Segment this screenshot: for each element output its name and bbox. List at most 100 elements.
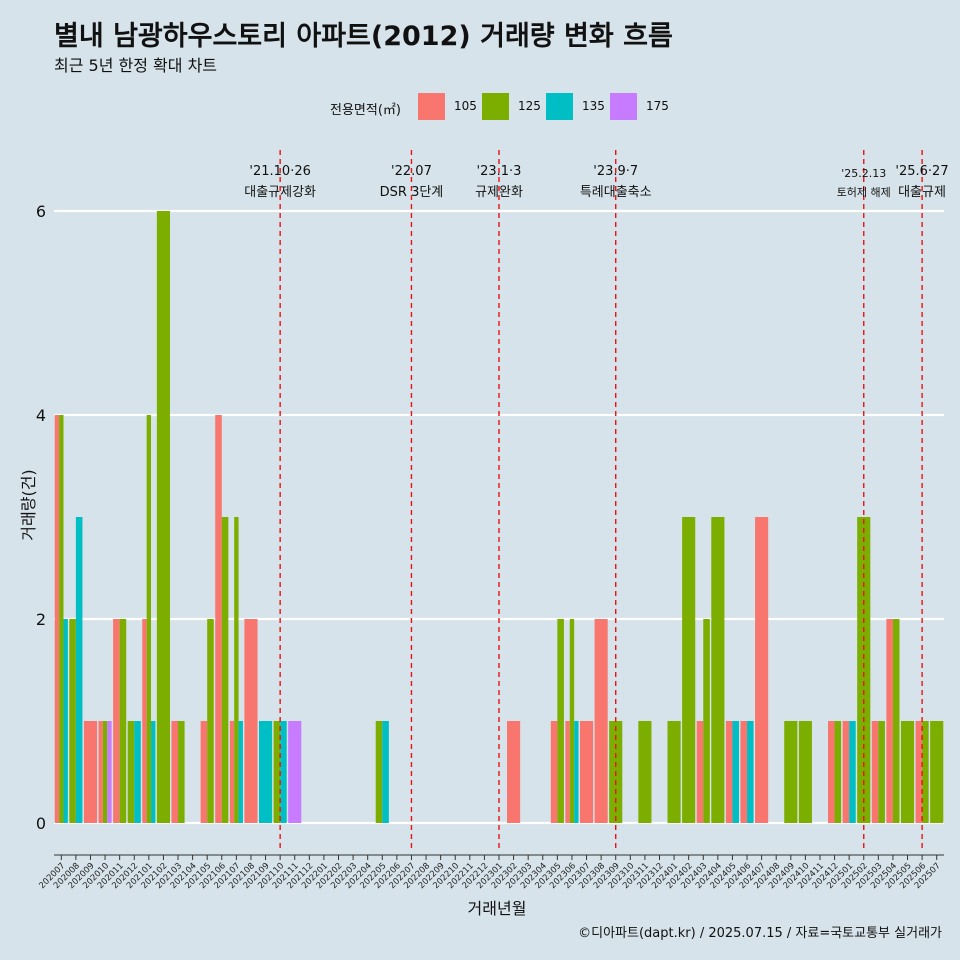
source-caption: ©디아파트(dapt.kr) / 2025.07.15 / 자료=국토교통부 실… bbox=[578, 926, 942, 941]
bar-202405-105 bbox=[725, 721, 733, 823]
bar-202402-125 bbox=[682, 517, 696, 823]
bar-202504-125 bbox=[892, 619, 900, 823]
bar-202503-125 bbox=[878, 721, 885, 823]
legend: 전용면적(㎡) 105 125 135 175 bbox=[0, 92, 960, 122]
bar-202105-125 bbox=[207, 619, 214, 823]
bar-202507-125 bbox=[930, 721, 944, 823]
event-lines bbox=[279, 150, 923, 852]
bar-202406-105 bbox=[740, 721, 748, 823]
bars bbox=[54, 211, 944, 823]
legend-label-135: 135 bbox=[582, 99, 605, 113]
legend-swatch-175 bbox=[610, 93, 637, 120]
bar-202412-125 bbox=[834, 721, 842, 823]
bar-202306-105 bbox=[565, 721, 570, 823]
event-annotations: '21.10·26 대출규제강화 '22.07 DSR 3단계 '23.1·3 규제완화 '… bbox=[244, 164, 948, 200]
event-label: DSR 3단계 bbox=[380, 185, 444, 200]
bar-202010-175 bbox=[107, 721, 112, 823]
bar-202305-125 bbox=[557, 619, 564, 823]
bar-202110-125 bbox=[273, 721, 281, 823]
bar-202311-125 bbox=[638, 721, 652, 823]
y-axis-label: 거래량(건) bbox=[19, 469, 38, 540]
bar-202405-135 bbox=[732, 721, 740, 823]
y-tick-label: 0 bbox=[36, 814, 46, 833]
bar-202502-125 bbox=[857, 517, 871, 823]
bar-202008-135 bbox=[75, 517, 83, 823]
legend-label-105: 105 bbox=[454, 99, 477, 113]
bar-202503-105 bbox=[871, 721, 879, 823]
bar-202007-135 bbox=[63, 619, 68, 823]
bar-202205-135 bbox=[382, 721, 389, 823]
legend-label-175: 175 bbox=[646, 99, 669, 113]
bar-202205-125 bbox=[375, 721, 383, 823]
x-axis-label: 거래년월 bbox=[468, 899, 527, 918]
y-axis: 0 2 4 6 bbox=[36, 202, 46, 833]
bar-202409-125 bbox=[784, 721, 798, 823]
bar-202302-105 bbox=[507, 721, 521, 823]
bar-202103-105 bbox=[171, 721, 179, 823]
chart-subtitle: 최근 5년 한정 확대 차트 bbox=[54, 56, 218, 75]
bar-202110-135 bbox=[280, 721, 287, 823]
bar-202404-125 bbox=[711, 517, 725, 823]
bar-202109-135 bbox=[258, 721, 273, 823]
event-label: 특례대출축소 bbox=[580, 185, 652, 200]
bar-202406-135 bbox=[747, 721, 754, 823]
bar-202012-125 bbox=[127, 721, 135, 823]
bar-202306-125 bbox=[569, 619, 575, 823]
bar-202105-105 bbox=[200, 721, 208, 823]
bar-202108-105 bbox=[244, 619, 258, 823]
bar-202111-175 bbox=[288, 721, 302, 823]
legend-title: 전용면적(㎡) bbox=[330, 103, 401, 118]
bar-202010-105 bbox=[98, 721, 103, 823]
bar-202412-105 bbox=[828, 721, 835, 823]
bar-202506-125 bbox=[922, 721, 929, 823]
x-axis: 2020072020082020092020102020112020122021… bbox=[37, 854, 944, 891]
legend-swatch-105 bbox=[418, 93, 445, 120]
bar-202107-105 bbox=[229, 721, 235, 823]
bar-202101-125 bbox=[146, 415, 152, 823]
bar-202403-105 bbox=[696, 721, 704, 823]
bar-202506-105 bbox=[915, 721, 923, 823]
bar-202011-125 bbox=[119, 619, 127, 823]
bar-202505-125 bbox=[900, 721, 915, 823]
event-date: '23.1·3 bbox=[477, 164, 522, 179]
legend-swatch-125 bbox=[482, 93, 509, 120]
bar-202504-105 bbox=[886, 619, 893, 823]
y-tick-label: 6 bbox=[36, 202, 46, 221]
y-tick-label: 4 bbox=[36, 406, 46, 425]
event-date: '25.6·27 bbox=[895, 164, 948, 179]
bar-202407-105 bbox=[755, 517, 769, 823]
bar-202410-125 bbox=[798, 721, 812, 823]
legend-swatch-135 bbox=[546, 93, 573, 120]
bar-202307-105 bbox=[579, 721, 594, 823]
bar-202010-125 bbox=[102, 721, 108, 823]
bar-202308-105 bbox=[594, 619, 608, 823]
bar-202103-125 bbox=[178, 721, 185, 823]
bar-202306-135 bbox=[574, 721, 579, 823]
bar-202106-105 bbox=[215, 415, 222, 823]
bar-202501-135 bbox=[849, 721, 856, 823]
bar-202106-125 bbox=[221, 517, 229, 823]
bar-202007-125 bbox=[59, 415, 64, 823]
legend-label-125: 125 bbox=[518, 99, 541, 113]
bar-202007-105 bbox=[54, 415, 60, 823]
bar-202107-135 bbox=[238, 721, 243, 823]
bar-202401-125 bbox=[667, 721, 681, 823]
event-date: '22.07 bbox=[391, 164, 432, 179]
bar-202102-125 bbox=[156, 211, 170, 823]
event-label: 규제완화 bbox=[475, 185, 523, 200]
bar-202305-105 bbox=[550, 721, 558, 823]
bar-202011-105 bbox=[113, 619, 120, 823]
bar-202501-105 bbox=[842, 721, 850, 823]
bar-202403-125 bbox=[703, 619, 710, 823]
event-date: '23.9·7 bbox=[593, 164, 638, 179]
bar-202008-125 bbox=[69, 619, 76, 823]
event-label: 대출규제강화 bbox=[244, 185, 316, 200]
bar-202012-135 bbox=[134, 721, 141, 823]
event-label: 토허제 해제 bbox=[837, 185, 891, 199]
event-date: '21.10·26 bbox=[249, 164, 310, 179]
bar-202107-125 bbox=[234, 517, 239, 823]
bar-202101-135 bbox=[151, 721, 156, 823]
event-label: 대출규제 bbox=[898, 185, 946, 200]
chart-title: 별내 남광하우스토리 아파트(2012) 거래량 변화 흐름 bbox=[54, 21, 673, 52]
